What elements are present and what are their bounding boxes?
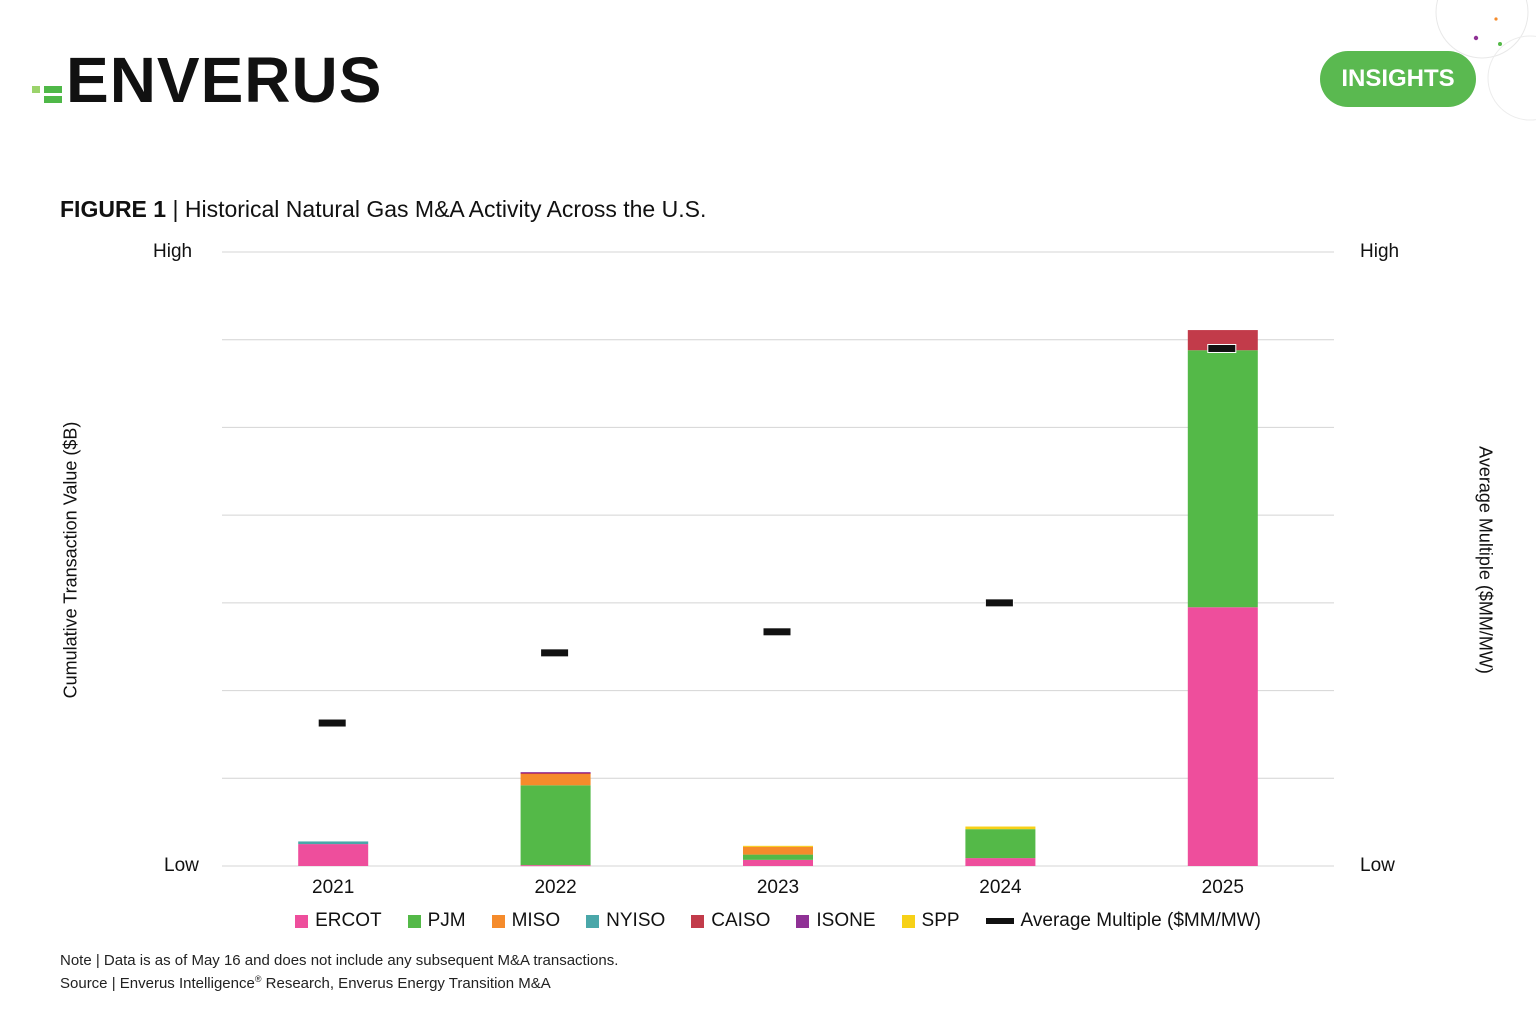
- x-axis-ticks: 2021 2022 2023 2024 2025: [312, 877, 1244, 898]
- footer-note: Note | Data is as of May 16 and does not…: [60, 952, 619, 969]
- insights-badge[interactable]: INSIGHTS: [1320, 51, 1476, 107]
- legend-label: Average Multiple ($MM/MW): [1020, 910, 1261, 931]
- legend-item-miso: MISO: [491, 910, 561, 932]
- y-axis-high-label: High: [153, 241, 193, 262]
- bar-pjm-2023: [743, 854, 813, 860]
- legend-label: CAISO: [711, 910, 771, 931]
- bar-stacks: [298, 330, 1258, 867]
- bar-pjm-2022: [520, 785, 591, 866]
- bar-ercot-2022: [520, 865, 591, 867]
- bar-ercot-2021: [298, 844, 369, 866]
- x-tick-label: 2025: [1202, 877, 1244, 898]
- x-tick-label: 2023: [757, 877, 799, 898]
- figure-separator: |: [166, 196, 185, 222]
- average-multiple-marker-2025: [1207, 343, 1237, 353]
- bar-caiso-2025: [1187, 330, 1258, 351]
- bar-ercot-2024: [965, 858, 1036, 866]
- legend-swatch: [295, 914, 309, 928]
- bar-spp-2024: [965, 826, 1036, 830]
- legend-label: PJM: [427, 910, 466, 931]
- footer-source-suffix: Research, Enverus Energy Transition M&A: [261, 975, 551, 992]
- legend-label: ISONE: [816, 910, 876, 931]
- legend-label: MISO: [511, 910, 561, 931]
- legend-item-caiso: CAISO: [691, 910, 770, 932]
- legend-swatch: [985, 918, 1014, 924]
- average-multiple-marker-2021: [317, 718, 347, 728]
- x-tick-label: 2024: [979, 877, 1022, 898]
- bar-caiso-2022: [520, 773, 591, 775]
- figure-label: FIGURE 1: [60, 196, 167, 222]
- legend-swatch: [407, 914, 421, 928]
- legend-item-nyiso: NYISO: [586, 910, 665, 932]
- y2-axis-low-label: Low: [1360, 855, 1395, 876]
- figure-title-text: Historical Natural Gas M&A Activity Acro…: [184, 196, 707, 222]
- footer-source-prefix: Source | Enverus Intelligence: [60, 975, 255, 992]
- legend-item-isone: ISONE: [796, 910, 876, 932]
- gridlines: [222, 251, 1334, 867]
- legend-swatch: [796, 914, 810, 928]
- legend-item-pjm: PJM: [407, 910, 466, 932]
- legend-swatch: [491, 914, 505, 928]
- legend-swatch: [586, 914, 600, 928]
- x-tick-label: 2022: [534, 877, 576, 898]
- footer-notes: Note | Data is as of May 16 and does not…: [60, 951, 618, 993]
- legend-item-ercot: ERCOT: [295, 910, 382, 932]
- average-multiple-marker-2023: [762, 627, 792, 637]
- enverus-logo[interactable]: ENVERUS: [30, 48, 382, 112]
- average-multiple-markers: [317, 343, 1237, 728]
- legend-label: ERCOT: [315, 910, 382, 931]
- bar-ercot-2025: [1187, 607, 1258, 866]
- legend-item-average-multiple: Average Multiple ($MM/MW): [985, 910, 1261, 932]
- bar-miso-2023: [743, 846, 813, 855]
- legend-label: SPP: [921, 910, 960, 931]
- x-tick-label: 2021: [312, 877, 354, 898]
- bar-nyiso-2021: [298, 841, 369, 845]
- bar-spp-2023: [743, 845, 813, 847]
- bar-miso-2022: [520, 773, 591, 786]
- y2-axis-high-label: High: [1360, 241, 1400, 262]
- logo-mark-icon: [30, 60, 62, 103]
- average-multiple-marker-2022: [540, 648, 570, 658]
- legend-label: NYISO: [606, 910, 666, 931]
- legend-item-spp: SPP: [901, 910, 960, 932]
- y-axis-low-label: Low: [164, 855, 199, 876]
- logo-text: ENVERUS: [66, 44, 383, 116]
- bar-ercot-2023: [743, 859, 813, 866]
- legend-swatch: [901, 914, 915, 928]
- bar-pjm-2025: [1187, 350, 1258, 608]
- bar-isone-2022: [520, 772, 591, 774]
- chart-legend: ERCOT PJM MISO NYISO CAISO ISONE SPP Average Mu…: [0, 910, 1536, 932]
- figure-title: FIGURE 1 | Historical Natural Gas M&A Ac…: [60, 196, 706, 223]
- bar-pjm-2024: [965, 829, 1036, 859]
- decorative-orbit-icon: [1435, 0, 1536, 121]
- average-multiple-marker-2024: [984, 598, 1014, 608]
- legend-swatch: [691, 914, 705, 928]
- registered-mark: ®: [254, 974, 262, 984]
- footer-source: Source | Enverus Intelligence® Research,…: [60, 970, 618, 993]
